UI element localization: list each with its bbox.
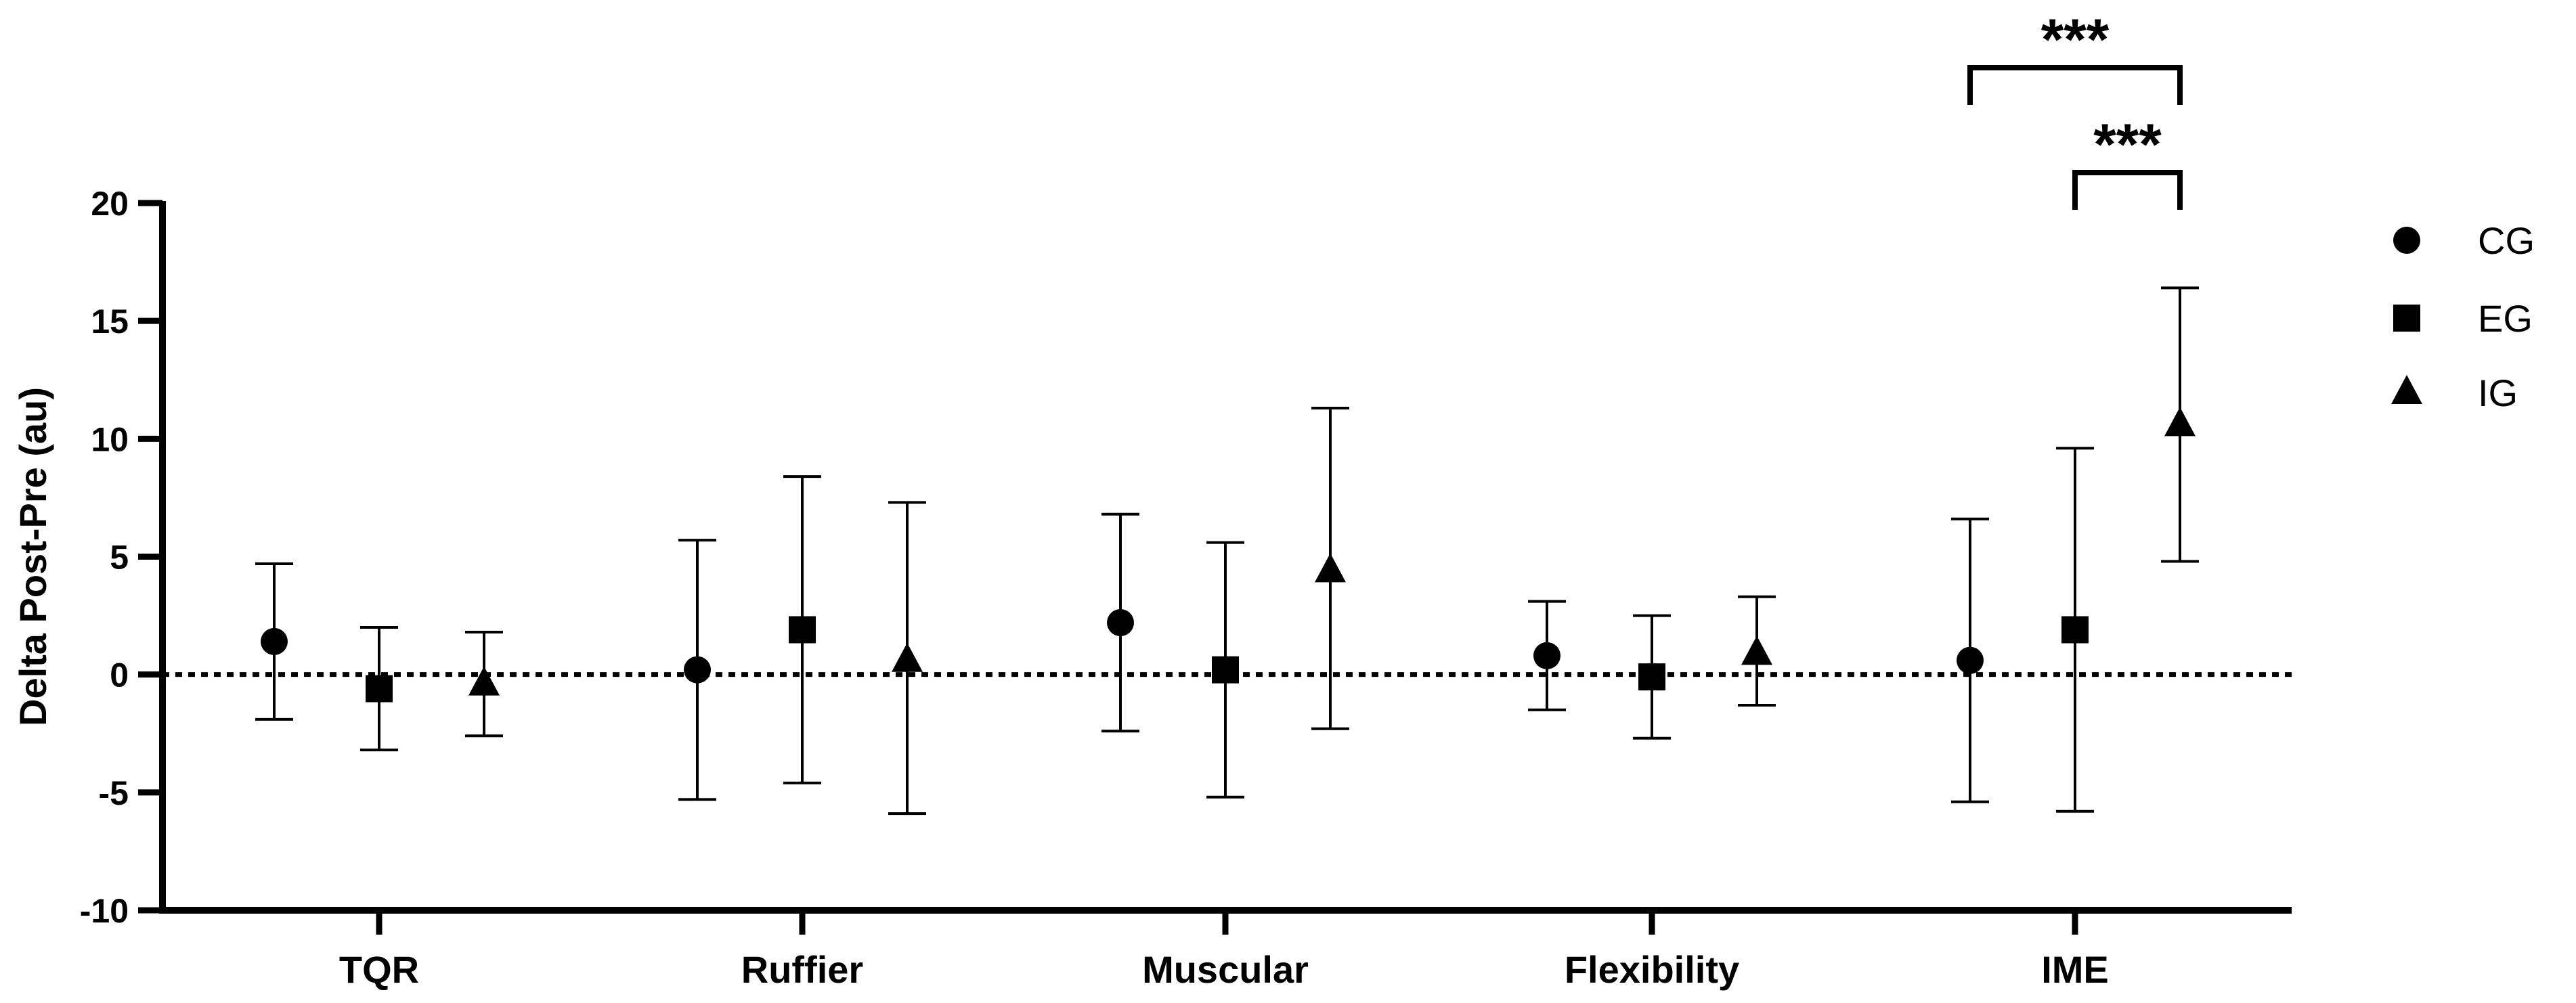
data-point-eg xyxy=(1212,656,1239,684)
legend-label: IG xyxy=(2478,372,2518,414)
y-tick-label: -5 xyxy=(99,774,129,812)
significance-label: *** xyxy=(2041,7,2110,72)
y-tick-label: 15 xyxy=(91,303,129,340)
legend-label: EG xyxy=(2478,297,2533,340)
significance-label: *** xyxy=(2093,112,2162,177)
bracket-line xyxy=(2072,170,2183,210)
data-point-eg xyxy=(2061,616,2089,644)
legend-marker-cg xyxy=(2393,227,2420,254)
significance-bracket: *** xyxy=(1967,7,2183,105)
legend-item-cg: CG xyxy=(2393,219,2535,262)
y-tick-label: 20 xyxy=(91,185,129,223)
x-tick-label: Ruffier xyxy=(741,948,863,991)
data-markers xyxy=(261,407,2196,703)
data-point-eg xyxy=(366,675,393,703)
data-point-cg xyxy=(261,627,288,655)
y-tick-label: -10 xyxy=(80,892,129,930)
data-point-cg xyxy=(1957,646,1984,674)
data-point-cg xyxy=(684,656,711,684)
x-tick-label: TQR xyxy=(339,948,419,991)
bracket-line xyxy=(1967,65,2183,105)
x-tick-label: Flexibility xyxy=(1565,948,1739,991)
y-tick-label: 0 xyxy=(110,656,129,694)
y-axis-title: Delta Post-Pre (au) xyxy=(12,387,54,726)
significance-bracket: *** xyxy=(2072,112,2183,210)
x-ticks: TQR Ruffier Muscular Flexibility IME xyxy=(339,910,2109,991)
data-point-cg xyxy=(1533,642,1560,669)
data-point-ig xyxy=(468,666,500,696)
y-tick-label: 10 xyxy=(91,420,129,458)
data-point-ig xyxy=(2164,407,2196,437)
legend-marker-ig xyxy=(2391,375,2422,404)
data-point-ig xyxy=(1315,553,1346,583)
data-point-ig xyxy=(892,642,923,672)
x-tick-label: Muscular xyxy=(1142,948,1309,991)
y-ticks: 20 15 10 5 0 -5 -10 xyxy=(80,185,162,930)
data-point-eg xyxy=(789,616,816,644)
data-point-ig xyxy=(1741,636,1772,665)
significance-annotations: *** *** xyxy=(1967,7,2183,210)
legend-item-ig: IG xyxy=(2391,372,2518,414)
x-tick-label: IME xyxy=(2041,948,2109,991)
data-point-eg xyxy=(1638,663,1665,691)
legend-marker-eg xyxy=(2393,305,2420,332)
y-tick-label: 5 xyxy=(110,539,129,577)
legend: CG EG IG xyxy=(2391,219,2535,414)
error-bars xyxy=(255,286,2199,816)
legend-label: CG xyxy=(2478,219,2535,262)
data-point-cg xyxy=(1107,609,1134,637)
legend-item-eg: EG xyxy=(2393,297,2533,340)
